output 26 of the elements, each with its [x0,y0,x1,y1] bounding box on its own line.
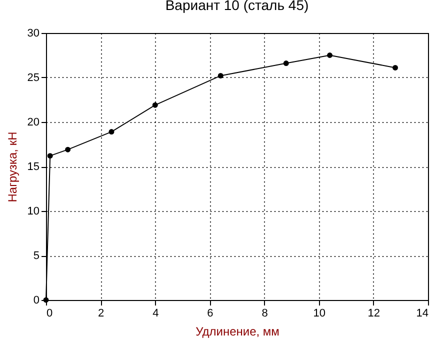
point [108,129,114,135]
point [152,102,158,108]
x-tick-label: 2 [98,308,104,320]
x-tick-label: 8 [262,308,268,320]
y-tick-label: 15 [27,161,40,173]
y-tick-label: 0 [33,294,40,306]
x-tick-label: 0 [46,308,53,320]
y-tick-label: 25 [27,72,40,84]
y-tick-label: 20 [27,116,40,128]
x-tick-label: 12 [368,308,380,320]
point [392,64,398,70]
x-tick-label: 10 [313,308,326,320]
x-tick-label: 4 [152,308,159,320]
point [327,52,333,58]
x-tick-label: 6 [207,308,214,320]
y-tick-label: 5 [33,250,40,262]
x-tick-label: 14 [416,308,428,320]
point [283,60,289,66]
point [47,153,53,159]
y-tick-label: 30 [27,28,40,40]
point [65,146,71,152]
x-axis-title: Удлинение, мм [196,324,280,338]
y-tick-label: 10 [27,206,40,218]
y-axis-title: Нагрузка, кН [5,132,20,202]
chart-title: Вариант 10 (сталь 45) [165,0,309,13]
point [218,72,224,78]
